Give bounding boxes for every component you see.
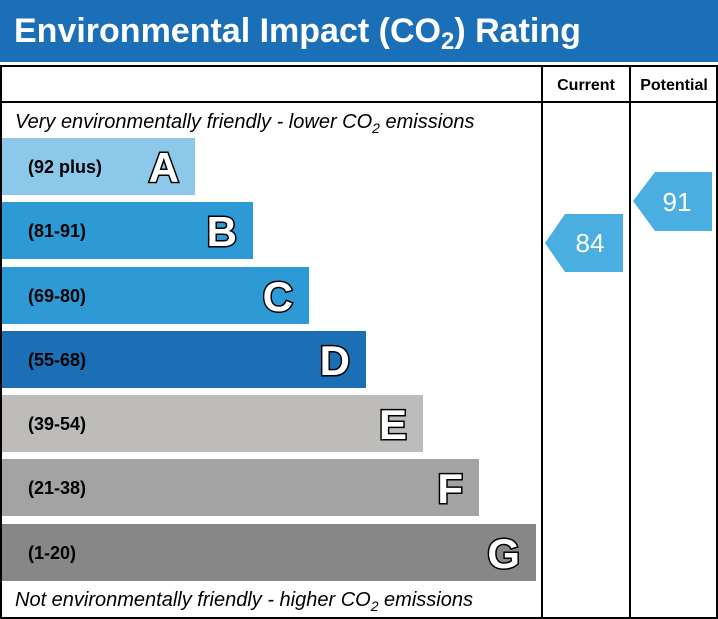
band xyxy=(2,331,366,388)
title-bar xyxy=(0,0,718,62)
potential-arrow xyxy=(633,172,712,231)
band xyxy=(2,202,253,259)
band-range: (21-38) xyxy=(28,478,86,498)
title-sub: 2 xyxy=(441,28,454,55)
top-note: Very environmentally friendly - lower CO… xyxy=(15,111,474,136)
column-header: Current xyxy=(557,77,615,94)
band xyxy=(2,395,423,452)
band-letter: C xyxy=(263,273,293,320)
potential-value: 91 xyxy=(663,187,692,217)
bands: (92 plus) A (81-91) B (69-80) C (55-68) D (39-54… xyxy=(2,138,536,581)
band-range: (69-80) xyxy=(28,286,86,306)
note-text: emissions xyxy=(380,111,474,133)
note-sub: 2 xyxy=(370,598,379,614)
band-letter: E xyxy=(379,401,407,448)
band-letter: B xyxy=(207,208,237,255)
band xyxy=(2,524,536,581)
band-letter: A xyxy=(149,144,179,191)
band-letter: F xyxy=(437,465,463,512)
band-range: (81-91) xyxy=(28,221,86,241)
band-letter: G xyxy=(487,530,520,577)
title-text: Environmental Impact (CO xyxy=(14,12,441,50)
current-arrow xyxy=(545,214,623,272)
current-value: 84 xyxy=(576,228,605,258)
band-range: (39-54) xyxy=(28,414,86,434)
band xyxy=(2,459,479,516)
band-range: (1-20) xyxy=(28,543,76,563)
band xyxy=(2,138,195,195)
bottom-note: Not environmentally friendly - higher CO… xyxy=(15,589,473,614)
title-text: ) Rating xyxy=(454,12,581,50)
column-header: Potential xyxy=(640,77,708,94)
note-text: Not environmentally friendly - higher CO xyxy=(15,589,371,611)
title: Environmental Impact (CO2) Rating xyxy=(14,12,581,55)
band-range: (92 plus) xyxy=(28,157,102,177)
note-sub: 2 xyxy=(371,120,380,136)
band-letter: D xyxy=(320,337,350,384)
note-text: emissions xyxy=(379,589,473,611)
band xyxy=(2,267,309,324)
frame xyxy=(0,65,718,619)
note-text: Very environmentally friendly - lower CO xyxy=(15,111,372,133)
band-range: (55-68) xyxy=(28,350,86,370)
